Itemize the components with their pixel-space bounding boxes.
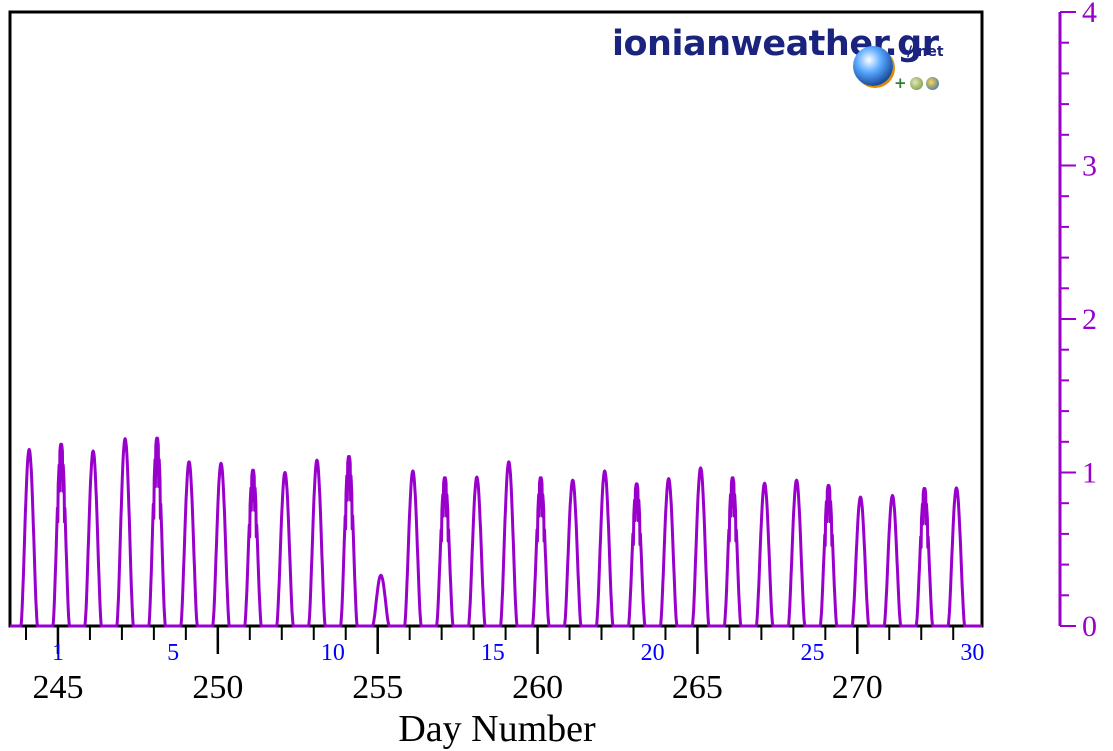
day-of-month-label: 1 [52,640,64,666]
day-of-month-label: 25 [801,640,825,666]
day-of-month-label: 15 [481,640,505,666]
x-tick-label: 265 [672,669,723,706]
x-axis-label: Day Number [398,708,596,750]
logo-suffix: /.net [907,44,944,60]
logo-badges: + [894,74,939,92]
plus-label: + [894,74,907,92]
right-tick-label: 1 [1082,457,1097,490]
x-tick-label: 255 [352,669,403,706]
plot-frame [8,10,984,628]
right-tick-label: 4 [1082,0,1097,29]
day-of-month-label: 10 [321,640,345,666]
x-tick-label: 270 [832,669,883,706]
series-line [10,436,982,628]
windows-icon [925,77,939,90]
globe-icon [853,46,893,86]
android-icon [909,77,923,90]
x-tick-label: 260 [512,669,563,706]
right-tick-label: 2 [1082,303,1097,336]
day-of-month-label: 20 [641,640,665,666]
right-tick-label: 3 [1082,150,1097,183]
day-of-month-label: 5 [167,640,179,666]
x-tick-label: 250 [192,669,243,706]
x-tick-label: 245 [32,669,83,706]
right-tick-label: 0 [1082,610,1097,643]
day-of-month-label: 30 [960,640,984,666]
